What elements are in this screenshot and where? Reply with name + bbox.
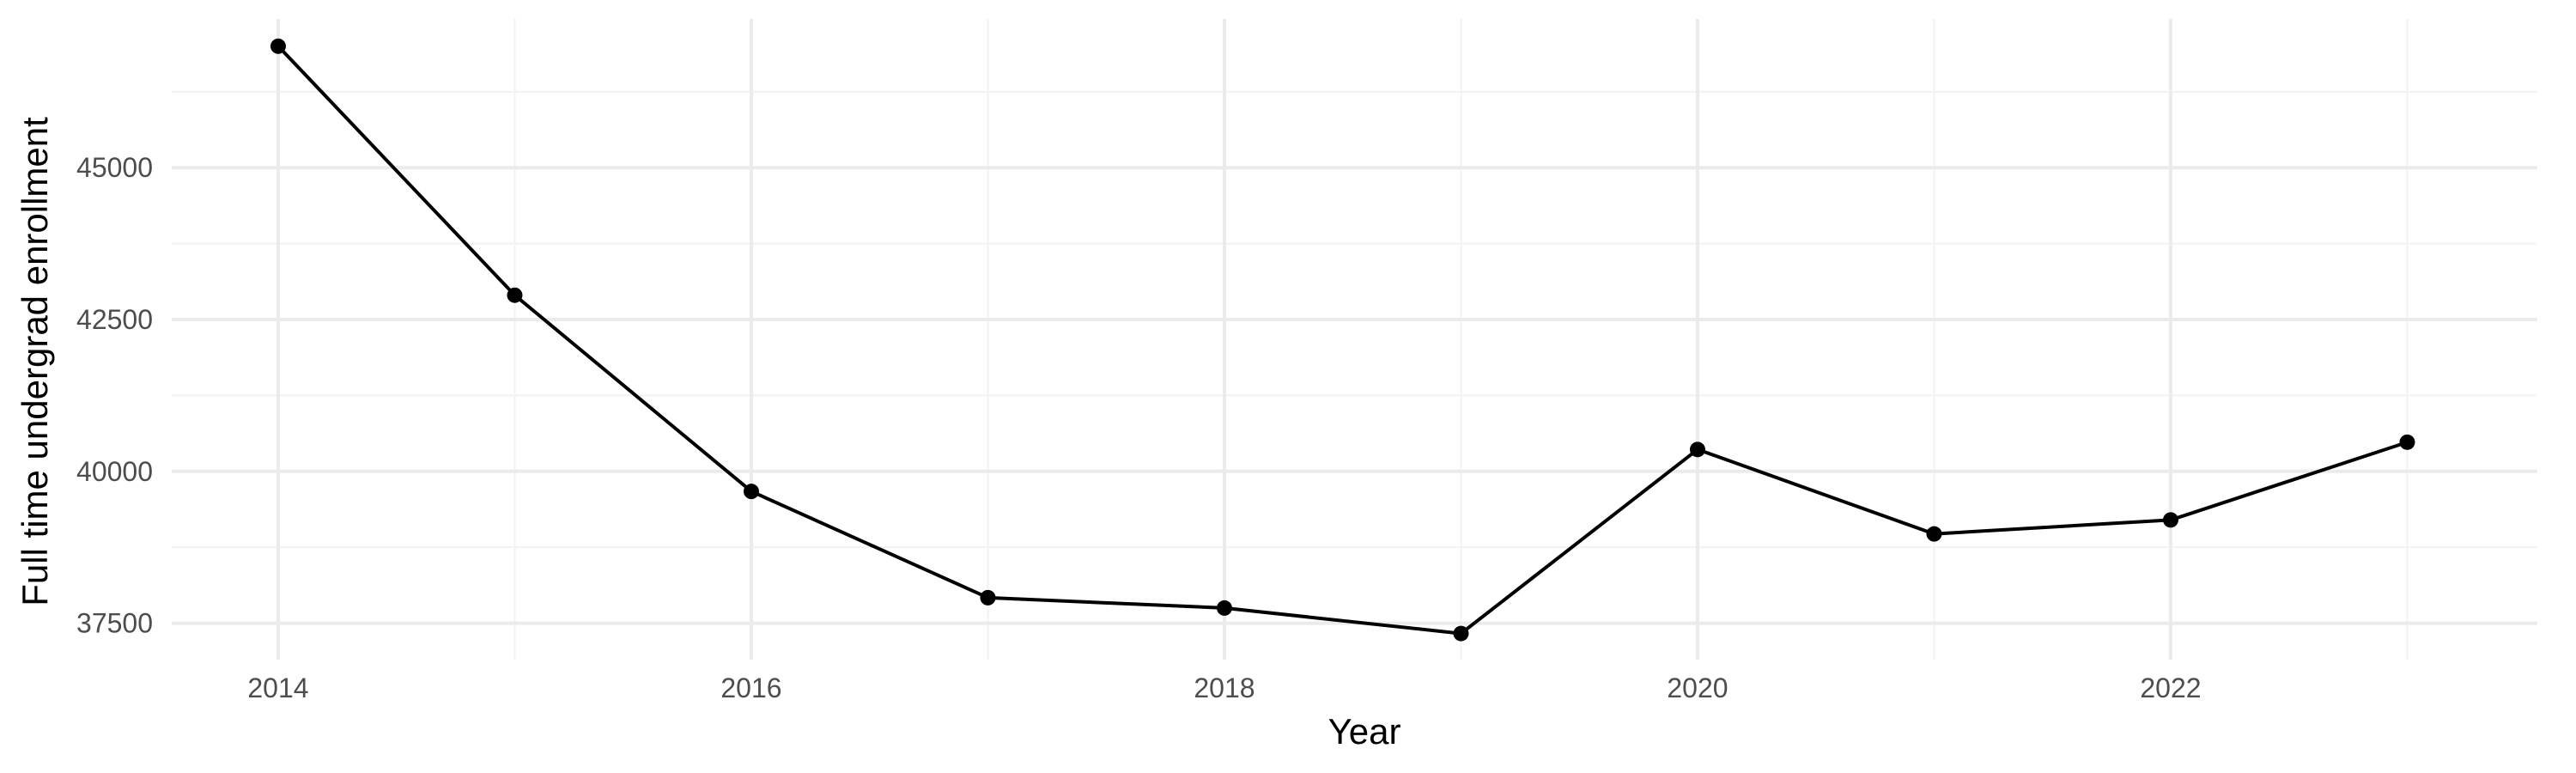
- data-point: [1453, 625, 1469, 642]
- data-point: [2162, 512, 2178, 528]
- y-axis-title: Full time undergrad enrollment: [15, 117, 55, 606]
- points-layer: [270, 38, 2415, 642]
- y-tick-labels: 37500 40000 42500 45000: [76, 152, 153, 638]
- data-point: [2399, 434, 2415, 450]
- x-axis-title: Year: [1328, 711, 1401, 752]
- y-tick-label: 45000: [76, 152, 153, 183]
- x-tick-label: 2016: [720, 673, 781, 703]
- data-point: [1689, 441, 1705, 458]
- data-point: [1926, 526, 1942, 542]
- series-layer: [276, 44, 2409, 636]
- data-point: [270, 38, 286, 54]
- x-tick-label: 2014: [247, 673, 308, 703]
- minor-gridlines: [172, 19, 2537, 660]
- major-gridlines: [172, 19, 2537, 660]
- y-tick-label: 37500: [76, 608, 153, 639]
- x-tick-label: 2018: [1194, 673, 1255, 703]
- data-point: [507, 287, 523, 303]
- x-tick-label: 2020: [1667, 673, 1728, 703]
- y-tick-label: 42500: [76, 304, 153, 335]
- series-line: [276, 44, 2409, 636]
- x-tick-labels: 2014 2016 2018 2020 2022: [247, 673, 2201, 703]
- data-point: [980, 589, 996, 606]
- data-point: [743, 484, 759, 500]
- y-tick-label: 40000: [76, 456, 153, 487]
- data-point: [1216, 600, 1232, 616]
- x-tick-label: 2022: [2140, 673, 2201, 703]
